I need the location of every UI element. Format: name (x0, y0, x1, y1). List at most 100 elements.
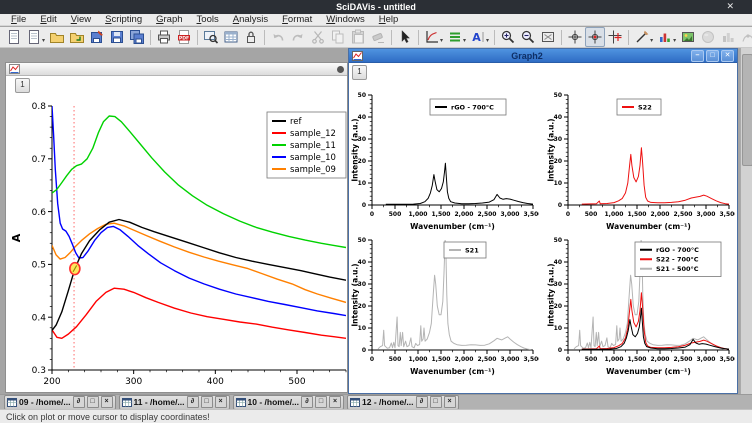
svg-text:300: 300 (125, 377, 142, 387)
save-project-as-icon[interactable] (87, 27, 107, 47)
open-project-icon[interactable] (47, 27, 67, 47)
layer-button[interactable]: 1 (15, 78, 30, 93)
graph2-window[interactable]: Graph2 – □ ✕ 1 0 500 1,000 1,500 2,000 2,500 3… (348, 48, 738, 394)
new-project-icon[interactable] (4, 27, 24, 47)
pointer-icon[interactable] (395, 27, 415, 47)
tab-float-icon[interactable]: ∂ (301, 396, 314, 408)
absorbance-window-titlebar[interactable] (6, 63, 347, 76)
svg-text:10: 10 (358, 325, 366, 332)
save-as-template-icon[interactable] (127, 27, 147, 47)
new-plot-icon[interactable] (422, 27, 442, 47)
tab-close-icon[interactable]: × (443, 396, 456, 408)
add-image-icon[interactable] (678, 27, 698, 47)
svg-text:0: 0 (566, 356, 570, 363)
menu-edit[interactable]: Edit (40, 13, 57, 25)
menu-analysis[interactable]: Analysis (232, 13, 269, 25)
rescale-to-show-all-icon[interactable] (538, 27, 558, 47)
layer-button[interactable]: 1 (352, 65, 367, 80)
svg-text:2,000: 2,000 (651, 211, 670, 218)
maximize-icon[interactable]: □ (706, 49, 719, 62)
new-aspect-dropdown-icon[interactable]: ▾ (42, 37, 46, 44)
minimize-icon[interactable]: – (691, 49, 704, 62)
graph2-titlebar[interactable]: Graph2 – □ ✕ (349, 49, 737, 63)
tab-close-icon[interactable]: × (329, 396, 342, 408)
add-text-dropdown-icon[interactable]: ▾ (486, 37, 490, 44)
svg-text:200: 200 (43, 377, 60, 387)
scrollbar-thumb[interactable] (742, 54, 752, 166)
menu-help[interactable]: Help (378, 13, 399, 25)
new-aspect-icon[interactable] (24, 27, 44, 47)
taskbar-tab-4[interactable]: 12 - /home/... ∂ □ × (347, 394, 459, 410)
draw-line-icon[interactable] (632, 27, 652, 47)
window-button-partial[interactable] (337, 65, 344, 73)
taskbar-tab-3[interactable]: 10 - /home/... ∂ □ × (232, 394, 345, 410)
show-table-icon[interactable] (221, 27, 241, 47)
statusbar: Click on plot or move cursor to display … (0, 409, 752, 423)
combined-plot[interactable]: 0 500 1,000 1,500 2,000 2,500 3,000 3,500 0 10 20 3… (547, 228, 735, 378)
tab-close-icon[interactable]: × (214, 396, 227, 408)
graph2-title: Graph2 (511, 50, 543, 61)
svg-text:20: 20 (358, 303, 366, 310)
zoom-out-icon[interactable] (518, 27, 538, 47)
menu-format[interactable]: Format (282, 13, 313, 25)
toolbar-separator (628, 29, 630, 45)
add-text-icon[interactable]: A (468, 27, 488, 47)
new-layout-icon[interactable] (445, 27, 465, 47)
new-plot-dropdown-icon[interactable]: ▾ (440, 37, 444, 44)
export-pdf-icon[interactable]: PDF (174, 27, 194, 47)
tab-float-icon[interactable]: ∂ (415, 396, 428, 408)
rgo700-plot[interactable]: 0 500 1,000 1,500 2,000 2,500 3,000 3,500 0 10 20 3… (351, 83, 539, 233)
import-ascii-icon[interactable] (67, 27, 87, 47)
svg-text:40: 40 (554, 259, 562, 266)
add-function-curve-icon[interactable] (655, 27, 675, 47)
s22-plot[interactable]: 0 500 1,000 1,500 2,000 2,500 3,000 3,500 0 10 20 3… (547, 83, 735, 233)
tab-maximize-icon[interactable]: □ (200, 396, 213, 408)
svg-text:1,500: 1,500 (432, 211, 451, 218)
svg-text:30: 30 (554, 136, 562, 143)
tab-float-icon[interactable]: ∂ (72, 396, 85, 408)
zoom-in-icon[interactable] (498, 27, 518, 47)
print-icon[interactable] (154, 27, 174, 47)
data-reader-icon[interactable] (585, 27, 606, 47)
svg-text:Intensity (a.u.): Intensity (a.u.) (351, 263, 360, 326)
taskbar-tab-label: 10 - /home/... (247, 397, 300, 407)
toolbar-separator (264, 29, 266, 45)
svg-text:2,500: 2,500 (674, 356, 693, 363)
s21-plot[interactable]: 0 500 1,000 1,500 2,000 2,500 3,000 3,500 0 10 20 3… (351, 228, 539, 378)
menu-scripting[interactable]: Scripting (105, 13, 143, 25)
lock-toolbars-icon[interactable] (241, 27, 261, 47)
tab-maximize-icon[interactable]: □ (315, 396, 328, 408)
svg-text:10: 10 (554, 325, 562, 332)
svg-text:500: 500 (585, 211, 598, 218)
table-icon (7, 397, 17, 407)
svg-text:Wavenumber (cm⁻¹): Wavenumber (cm⁻¹) (410, 222, 495, 231)
tab-maximize-icon[interactable]: □ (86, 396, 99, 408)
menu-view[interactable]: View (70, 13, 92, 25)
svg-text:0.6: 0.6 (32, 208, 47, 218)
select-data-range-icon[interactable] (605, 27, 625, 47)
svg-text:1,500: 1,500 (628, 211, 647, 218)
project-explorer-icon[interactable] (201, 27, 221, 47)
screen-reader-icon[interactable] (565, 27, 585, 47)
svg-text:20: 20 (554, 303, 562, 310)
svg-text:2,500: 2,500 (478, 211, 497, 218)
svg-text:0: 0 (558, 347, 562, 354)
new-layout-dropdown-icon[interactable]: ▾ (463, 37, 467, 44)
menu-windows[interactable]: Windows (326, 13, 365, 25)
tab-float-icon[interactable]: ∂ (186, 396, 199, 408)
add-function-curve-dropdown-icon[interactable]: ▾ (673, 37, 677, 44)
save-project-icon[interactable] (107, 27, 127, 47)
menu-tools[interactable]: Tools (196, 13, 219, 25)
tab-maximize-icon[interactable]: □ (429, 396, 442, 408)
taskbar-tab-1[interactable]: 09 - /home/... ∂ □ × (4, 394, 116, 410)
tab-close-icon[interactable]: × (100, 396, 113, 408)
taskbar-tab-2[interactable]: 11 - /home/... ∂ □ × (118, 394, 230, 410)
menu-graph[interactable]: Graph (156, 13, 183, 25)
draw-line-dropdown-icon[interactable]: ▾ (650, 37, 654, 44)
app-close-icon[interactable]: ✕ (726, 1, 734, 11)
workspace-vertical-scrollbar[interactable] (740, 48, 752, 394)
menu-file[interactable]: File (11, 13, 27, 25)
close-icon[interactable]: ✕ (721, 49, 734, 62)
